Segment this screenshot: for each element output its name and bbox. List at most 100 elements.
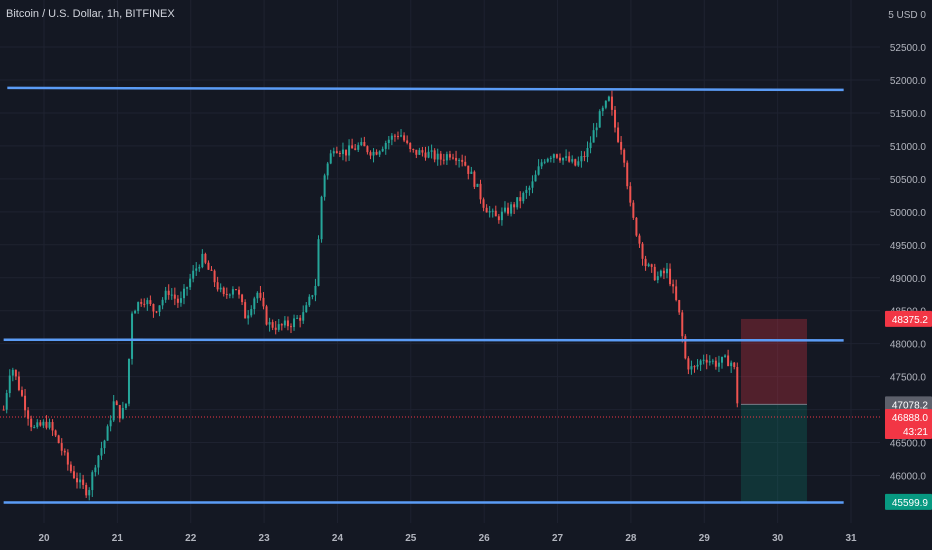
candle-body	[11, 369, 14, 376]
candle-body	[293, 318, 296, 328]
candle-body	[204, 253, 207, 263]
horizontal-line[interactable]	[7, 86, 844, 92]
candle-body	[635, 217, 638, 236]
candle-body	[393, 135, 396, 137]
candle-body	[479, 183, 482, 200]
horizontal-line[interactable]	[3, 338, 844, 342]
candle-body	[400, 135, 403, 137]
candle-body	[63, 450, 66, 453]
candle-body	[623, 149, 626, 163]
candle-body	[241, 294, 244, 303]
candle-body	[500, 211, 503, 221]
candle-body	[445, 154, 448, 161]
candle-body	[161, 299, 164, 306]
candle-body	[323, 175, 326, 197]
candle-body	[66, 452, 69, 465]
currency-label: 5 USD 0	[888, 10, 926, 21]
candle-body	[369, 152, 372, 156]
candle-body	[418, 150, 421, 155]
candle-body	[641, 243, 644, 259]
candle-body	[442, 159, 445, 161]
candle-body	[348, 145, 351, 156]
candle-body	[412, 149, 415, 151]
time-tick-label: 23	[259, 533, 271, 544]
candle-body	[727, 355, 730, 367]
target-zone	[740, 404, 807, 502]
candle-body	[473, 171, 476, 187]
candle-body	[225, 294, 228, 296]
short-position-tool[interactable]	[0, 318, 880, 502]
candle-body	[406, 140, 409, 143]
candle-body	[45, 421, 48, 428]
candle-body	[317, 239, 320, 286]
candle-body	[289, 326, 292, 328]
candle-body	[296, 317, 299, 319]
candle-body	[494, 210, 497, 217]
candle-body	[213, 270, 216, 283]
candle-body	[503, 207, 506, 212]
current-price-label-bg	[885, 408, 932, 439]
time-axis[interactable]: 20 21 22 23 24 25 26 27 28 29 30 31	[38, 533, 857, 544]
candle-body	[390, 135, 393, 140]
candle-body	[519, 197, 522, 202]
candle-body	[36, 422, 39, 427]
candle-body	[378, 151, 381, 155]
candle-body	[85, 484, 88, 496]
candle-body	[565, 156, 568, 158]
candle-body	[678, 300, 681, 313]
candle-body	[112, 401, 115, 421]
time-tick-label: 24	[332, 533, 344, 544]
candle-body	[118, 404, 121, 419]
candle-body	[528, 187, 531, 190]
stop-price-label: 48375.2	[892, 315, 929, 326]
candle-body	[354, 148, 357, 150]
candle-body	[308, 296, 311, 306]
candle-body	[452, 157, 455, 159]
candle-body	[210, 269, 213, 271]
candle-body	[88, 490, 91, 496]
candle-body	[733, 362, 736, 368]
candle-body	[259, 292, 262, 298]
candle-body	[69, 464, 72, 472]
candle-body	[30, 418, 33, 428]
candle-body	[302, 312, 305, 321]
candle-body	[134, 310, 137, 314]
candle-body	[91, 472, 94, 491]
target-price-label-bg	[885, 493, 932, 510]
candle-body	[299, 317, 302, 321]
candle-body	[461, 159, 464, 162]
candle-body	[329, 153, 332, 164]
candle-body	[507, 207, 510, 214]
candle-body	[614, 109, 617, 128]
candle-body	[583, 156, 586, 158]
candle-body	[488, 211, 491, 213]
candle-body	[76, 478, 79, 483]
candle-body	[332, 151, 335, 154]
candle-body	[372, 151, 375, 156]
candle-body	[357, 145, 360, 150]
candle-body	[186, 287, 189, 289]
candle-body	[207, 262, 210, 270]
candlesticks	[2, 90, 739, 501]
candle-body	[158, 305, 161, 312]
candle-body	[280, 324, 283, 326]
candle-body	[127, 358, 130, 404]
candle-body	[558, 157, 561, 161]
candle-body	[595, 127, 598, 131]
candle-body	[335, 151, 338, 153]
horizontal-lines[interactable]	[3, 86, 844, 504]
time-tick-label: 20	[38, 533, 50, 544]
candle-body	[115, 401, 118, 405]
candle-body	[387, 139, 390, 143]
candle-body	[568, 156, 571, 162]
candle-body	[51, 422, 54, 431]
candle-body	[617, 127, 620, 142]
candle-body	[216, 282, 219, 290]
candle-body	[455, 157, 458, 161]
candle-body	[228, 294, 231, 296]
candle-body	[458, 159, 461, 161]
candle-body	[17, 376, 20, 391]
candle-body	[525, 189, 528, 193]
